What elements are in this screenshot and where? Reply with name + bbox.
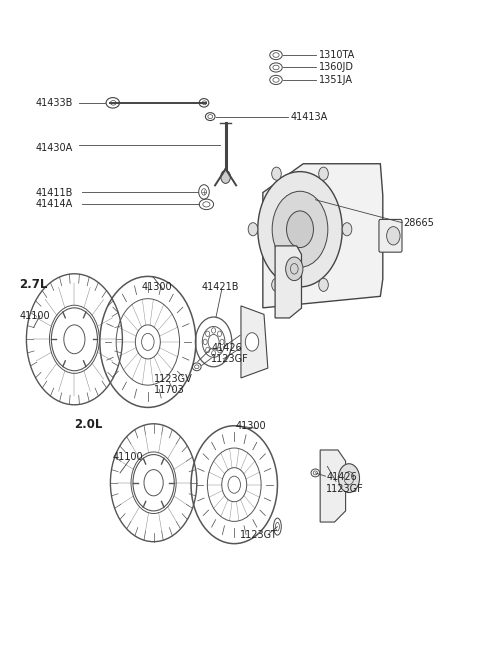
FancyBboxPatch shape <box>379 219 402 252</box>
Text: 41300: 41300 <box>235 421 266 431</box>
Text: 2.0L: 2.0L <box>74 418 103 431</box>
Text: 1123GV: 1123GV <box>154 373 192 384</box>
Polygon shape <box>241 306 268 378</box>
Text: 41426: 41426 <box>211 343 242 353</box>
Text: 41300: 41300 <box>142 282 172 292</box>
Circle shape <box>287 211 313 248</box>
Circle shape <box>248 223 258 236</box>
Circle shape <box>338 464 360 493</box>
Circle shape <box>387 227 400 245</box>
Polygon shape <box>320 450 346 522</box>
Text: 1123GT: 1123GT <box>240 530 277 540</box>
Text: 41100: 41100 <box>19 311 50 322</box>
Text: 1310TA: 1310TA <box>319 50 356 60</box>
Circle shape <box>221 170 230 183</box>
Text: 41430A: 41430A <box>36 143 73 153</box>
Text: 41426: 41426 <box>326 472 357 482</box>
Polygon shape <box>263 164 383 308</box>
Circle shape <box>272 278 281 291</box>
Text: 1351JA: 1351JA <box>319 75 353 85</box>
Text: 1360JD: 1360JD <box>319 62 354 73</box>
Text: 2.7L: 2.7L <box>19 278 48 291</box>
Text: 11703: 11703 <box>154 384 184 395</box>
Text: 28665: 28665 <box>403 218 434 229</box>
Text: 41414A: 41414A <box>36 199 73 210</box>
Circle shape <box>342 223 352 236</box>
Text: 41100: 41100 <box>113 451 144 462</box>
Circle shape <box>272 167 281 180</box>
Circle shape <box>258 172 342 287</box>
Text: 41433B: 41433B <box>36 98 73 108</box>
Text: 41411B: 41411B <box>36 187 73 198</box>
Circle shape <box>286 257 303 280</box>
Text: 41421B: 41421B <box>202 282 239 292</box>
Text: 1123GF: 1123GF <box>211 354 249 364</box>
Circle shape <box>245 333 259 351</box>
Circle shape <box>319 278 328 291</box>
Text: 41413A: 41413A <box>290 111 328 122</box>
Text: 1123GF: 1123GF <box>326 483 364 494</box>
Circle shape <box>272 191 328 267</box>
Circle shape <box>319 167 328 180</box>
Polygon shape <box>275 246 301 318</box>
